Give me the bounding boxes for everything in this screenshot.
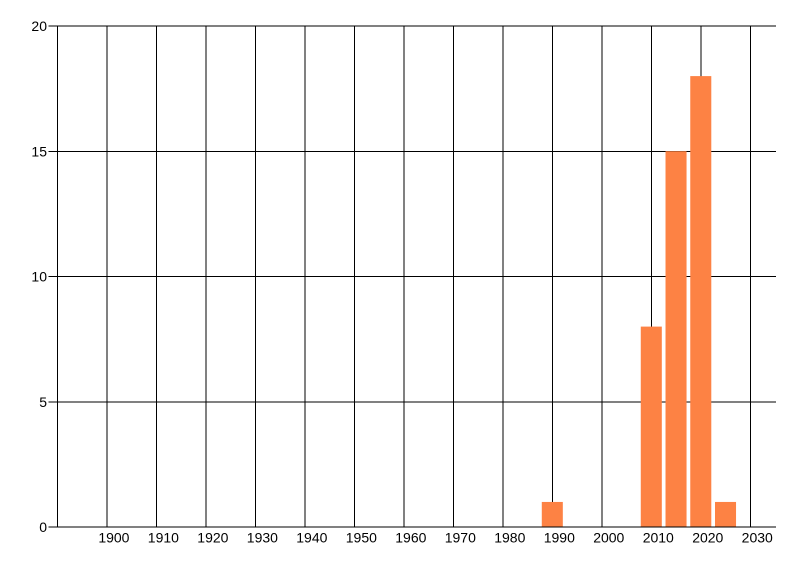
bar [640, 326, 662, 527]
x-axis-tick-label: 1980 [494, 530, 525, 546]
y-axis-tick-label: 0 [39, 519, 47, 535]
x-axis-tick-label: 2000 [593, 530, 624, 546]
y-axis-tick-label: 5 [39, 394, 47, 410]
y-axis-tick-label: 10 [31, 269, 47, 285]
y-axis-tick-label: 15 [31, 143, 47, 159]
x-axis-tick-label: 1900 [98, 530, 129, 546]
x-axis-tick-label: 1950 [346, 530, 377, 546]
y-axis-tick-label: 20 [31, 18, 47, 34]
x-axis-tick-label: 1930 [247, 530, 278, 546]
bar [715, 501, 737, 527]
x-axis-tick-label: 1920 [197, 530, 228, 546]
x-axis-tick-label: 2020 [692, 530, 723, 546]
x-axis-tick-label: 1960 [395, 530, 426, 546]
x-axis-tick-label: 2010 [643, 530, 674, 546]
x-axis-tick-label: 1990 [544, 530, 575, 546]
x-axis-tick-label: 1970 [445, 530, 476, 546]
bar [690, 76, 712, 527]
bar [665, 151, 687, 527]
x-axis-tick-label: 1910 [148, 530, 179, 546]
x-axis-tick-label: 1940 [296, 530, 327, 546]
x-axis-tick-label: 2030 [742, 530, 773, 546]
bar [541, 501, 563, 527]
